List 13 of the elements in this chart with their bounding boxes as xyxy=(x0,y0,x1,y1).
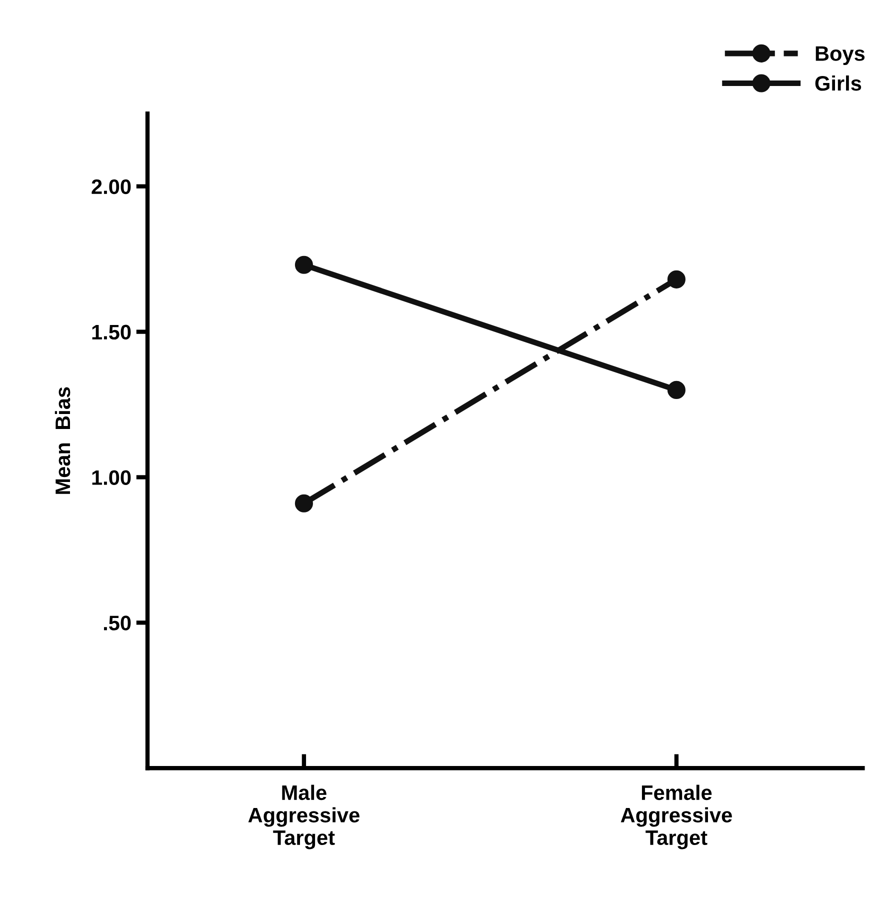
legend-label: Boys xyxy=(816,46,865,66)
point xyxy=(294,256,313,274)
y-tick-label: 2.00 xyxy=(92,179,131,194)
y-axis-title: Mean Bias xyxy=(54,387,70,494)
y-tick-label: .50 xyxy=(104,616,131,630)
x-tick-label: Female Aggressive Target xyxy=(620,784,732,850)
y-tick-label: 1.50 xyxy=(92,324,131,340)
point xyxy=(667,270,686,288)
point xyxy=(294,494,313,512)
legend-label: Girls xyxy=(815,75,862,91)
y-tick-label: 1.00 xyxy=(92,470,131,485)
x-tick-label: Male Aggressive Target xyxy=(248,784,360,850)
point xyxy=(667,380,686,399)
